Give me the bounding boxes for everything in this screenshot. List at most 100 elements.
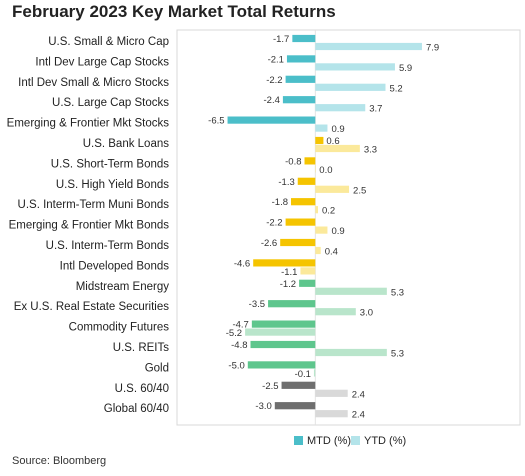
category-label: Intl Dev Large Cap Stocks	[35, 56, 169, 68]
mtd-bar	[315, 136, 324, 145]
mtd-bar	[280, 238, 316, 247]
ytd-value-label: -0.1	[295, 369, 311, 380]
ytd-bar	[300, 267, 316, 275]
ytd-bar	[315, 165, 316, 173]
category-label: Ex U.S. Real Estate Securities	[14, 301, 170, 313]
mtd-bar	[297, 177, 316, 185]
mtd-value-label: -3.0	[255, 401, 271, 412]
category-label: U.S. Interm-Term Bonds	[46, 240, 170, 252]
ytd-value-label: 5.9	[399, 63, 412, 74]
category-label: Emerging & Frontier Mkt Bonds	[9, 220, 170, 232]
ytd-bar	[315, 226, 328, 234]
mtd-value-label: -1.2	[280, 279, 296, 290]
ytd-bar	[315, 348, 387, 357]
mtd-value-label: -1.3	[278, 177, 294, 188]
mtd-bar	[227, 116, 316, 124]
ytd-value-label: 5.2	[390, 83, 403, 94]
mtd-value-label: -4.7	[232, 320, 248, 331]
category-label: U.S. 60/40	[115, 383, 169, 395]
mtd-bar	[291, 198, 316, 206]
legend-label-ytd: YTD (%)	[364, 435, 406, 447]
category-label: U.S. Interm-Term Muni Bonds	[18, 199, 170, 211]
mtd-bar	[268, 300, 316, 308]
mtd-bar	[251, 320, 316, 328]
source-note: Source: Bloomberg	[12, 455, 107, 467]
category-label: Global 60/40	[104, 403, 169, 415]
ytd-value-label: -5.2	[226, 328, 242, 339]
category-label: U.S. Bank Loans	[83, 138, 170, 150]
ytd-bar	[315, 287, 387, 295]
ytd-value-label: -1.1	[281, 267, 297, 278]
mtd-value-label: -4.6	[234, 258, 250, 269]
mtd-value-label: -6.5	[208, 116, 224, 127]
mtd-value-label: -4.8	[231, 340, 247, 351]
mtd-value-label: -2.6	[261, 238, 277, 249]
category-label: U.S. Small & Micro Cap	[48, 36, 169, 48]
ytd-bar	[315, 410, 348, 418]
mtd-bar	[250, 340, 316, 349]
mtd-bar	[285, 75, 316, 83]
ytd-bar	[315, 246, 321, 255]
ytd-bar	[315, 63, 395, 71]
ytd-bar	[313, 369, 316, 377]
ytd-value-label: 3.3	[364, 145, 377, 156]
mtd-bar	[299, 279, 316, 287]
mtd-bar	[247, 361, 316, 369]
mtd-value-label: -3.5	[249, 299, 265, 310]
mtd-bar	[285, 218, 316, 226]
category-label: Commodity Futures	[69, 322, 170, 334]
mtd-value-label: -2.5	[262, 381, 278, 392]
ytd-value-label: 5.3	[391, 349, 404, 360]
mtd-value-label: -1.8	[272, 197, 288, 208]
ytd-value-label: 3.7	[369, 104, 382, 115]
ytd-value-label: 2.4	[352, 410, 365, 421]
mtd-value-label: -2.1	[268, 54, 284, 65]
mtd-value-label: 0.6	[326, 136, 339, 147]
legend-swatch-ytd	[351, 436, 360, 445]
category-label: Midstream Energy	[76, 281, 170, 293]
ytd-value-label: 5.3	[391, 287, 404, 298]
category-label: U.S. Large Cap Stocks	[52, 97, 169, 109]
ytd-bar	[315, 124, 328, 132]
category-label: Intl Dev Small & Micro Stocks	[18, 77, 169, 89]
ytd-value-label: 3.0	[360, 308, 373, 319]
ytd-bar	[315, 104, 366, 112]
category-label: Gold	[145, 362, 169, 374]
category-label: U.S. REITs	[113, 342, 169, 354]
plot-frame	[176, 29, 521, 426]
mtd-bar	[286, 55, 316, 63]
mtd-bar	[304, 157, 316, 165]
ytd-bar	[245, 328, 316, 336]
mtd-value-label: -2.4	[264, 95, 280, 106]
ytd-value-label: 0.9	[331, 226, 344, 237]
ytd-value-label: 0.4	[325, 247, 338, 258]
mtd-bar	[281, 381, 316, 389]
ytd-bar	[315, 206, 318, 214]
mtd-value-label: -1.7	[273, 34, 289, 45]
legend-swatch-mtd	[294, 436, 303, 445]
category-label: U.S. Short-Term Bonds	[51, 158, 169, 170]
ytd-value-label: 2.4	[352, 389, 365, 400]
mtd-value-label: -5.0	[228, 360, 244, 371]
ytd-value-label: 0.2	[322, 206, 335, 217]
category-label: Emerging & Frontier Mkt Stocks	[7, 118, 170, 130]
mtd-bar	[274, 402, 316, 410]
mtd-value-label: -2.2	[266, 75, 282, 86]
mtd-bar	[282, 96, 316, 104]
ytd-value-label: 2.5	[353, 185, 366, 196]
category-label: U.S. High Yield Bonds	[56, 179, 169, 191]
ytd-bar	[315, 389, 348, 397]
mtd-value-label: -0.8	[285, 156, 301, 167]
category-label: Intl Developed Bonds	[60, 260, 170, 272]
ytd-value-label: 0.9	[331, 124, 344, 135]
ytd-bar	[315, 308, 356, 316]
mtd-bar	[253, 259, 316, 267]
ytd-bar	[315, 144, 360, 153]
ytd-bar	[315, 42, 422, 51]
mtd-value-label: -2.2	[266, 218, 282, 229]
ytd-bar	[315, 83, 386, 91]
ytd-bar	[315, 185, 350, 193]
ytd-value-label: 7.9	[426, 43, 439, 54]
